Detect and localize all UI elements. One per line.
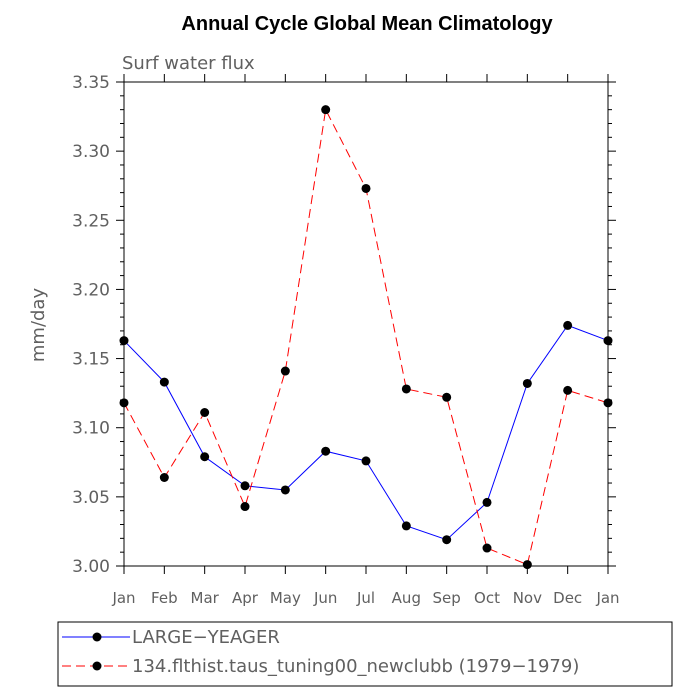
legend-label: LARGE−YEAGER bbox=[132, 627, 280, 648]
x-tick-label: Aug bbox=[392, 589, 421, 607]
series-2-point bbox=[522, 560, 532, 570]
x-tick-label: Oct bbox=[474, 589, 500, 607]
series-2-point bbox=[442, 392, 452, 402]
series-2-point bbox=[482, 543, 492, 553]
y-tick-label: 3.10 bbox=[72, 419, 110, 439]
x-tick-label: Mar bbox=[191, 589, 220, 607]
series-1-point bbox=[321, 446, 331, 456]
series-line-1 bbox=[123, 324, 609, 541]
y-axis-label: mm/day bbox=[28, 288, 49, 363]
series-layer bbox=[119, 105, 613, 570]
y-tick-label: 3.30 bbox=[72, 142, 110, 162]
y-tick-label: 3.05 bbox=[72, 488, 110, 508]
x-tick-label: Jan bbox=[111, 589, 135, 607]
series-2-point bbox=[321, 105, 331, 115]
legend-swatch-marker bbox=[92, 632, 102, 642]
series-1-point bbox=[361, 456, 371, 466]
y-tick-label: 3.15 bbox=[72, 350, 110, 370]
y-tick-label: 3.35 bbox=[72, 73, 110, 93]
series-1-point bbox=[482, 497, 492, 507]
series-1-point bbox=[442, 535, 452, 545]
x-tick-label: Jun bbox=[313, 589, 337, 607]
x-tick-label: Nov bbox=[513, 589, 542, 607]
series-2-point bbox=[563, 385, 573, 395]
y-tick-label: 3.25 bbox=[72, 211, 110, 231]
legend-label: 134.flthist.taus_tuning00_newclubb (1979… bbox=[132, 656, 579, 677]
x-tick-label: Apr bbox=[232, 589, 259, 607]
legend: LARGE−YEAGER 134.flthist.taus_tuning00_ne… bbox=[57, 621, 673, 687]
series-2-point bbox=[200, 408, 210, 418]
series-2-point bbox=[361, 183, 371, 193]
series-line-2 bbox=[123, 108, 609, 566]
plot-frame bbox=[123, 81, 609, 567]
series-2-point bbox=[159, 472, 169, 482]
x-tick-label: Sep bbox=[433, 589, 461, 607]
series-1-point bbox=[159, 377, 169, 387]
series-2-point bbox=[603, 398, 613, 408]
chart-title: Annual Cycle Global Mean Climatology bbox=[181, 13, 553, 35]
series-2-point bbox=[280, 366, 290, 376]
series-2-point bbox=[119, 398, 129, 408]
series-1-point bbox=[603, 336, 613, 346]
y-tick-label: 3.00 bbox=[72, 557, 110, 577]
x-tick-label: May bbox=[270, 589, 301, 607]
chart-subtitle: Surf water flux bbox=[122, 53, 255, 74]
series-1-point bbox=[280, 485, 290, 495]
series-1-point bbox=[522, 378, 532, 388]
x-tick-label: Jan bbox=[595, 589, 619, 607]
series-1-point bbox=[200, 452, 210, 462]
axis-ticks: 3.00 3.05 3.10 3.15 3.20 3.25 3.30 3.35 Jan Feb Ma… bbox=[72, 73, 619, 607]
series-1-point bbox=[401, 521, 411, 531]
series-1-point bbox=[119, 336, 129, 346]
series-1-point bbox=[240, 481, 250, 491]
x-tick-label: Feb bbox=[151, 589, 178, 607]
x-tick-label: Dec bbox=[553, 589, 582, 607]
x-tick-label: Jul bbox=[356, 589, 375, 607]
legend-box bbox=[57, 621, 673, 687]
series-2-point bbox=[240, 502, 250, 512]
series-2-point bbox=[401, 384, 411, 394]
legend-swatch-marker bbox=[92, 661, 102, 671]
y-tick-label: 3.20 bbox=[72, 280, 110, 300]
series-1-point bbox=[563, 320, 573, 330]
